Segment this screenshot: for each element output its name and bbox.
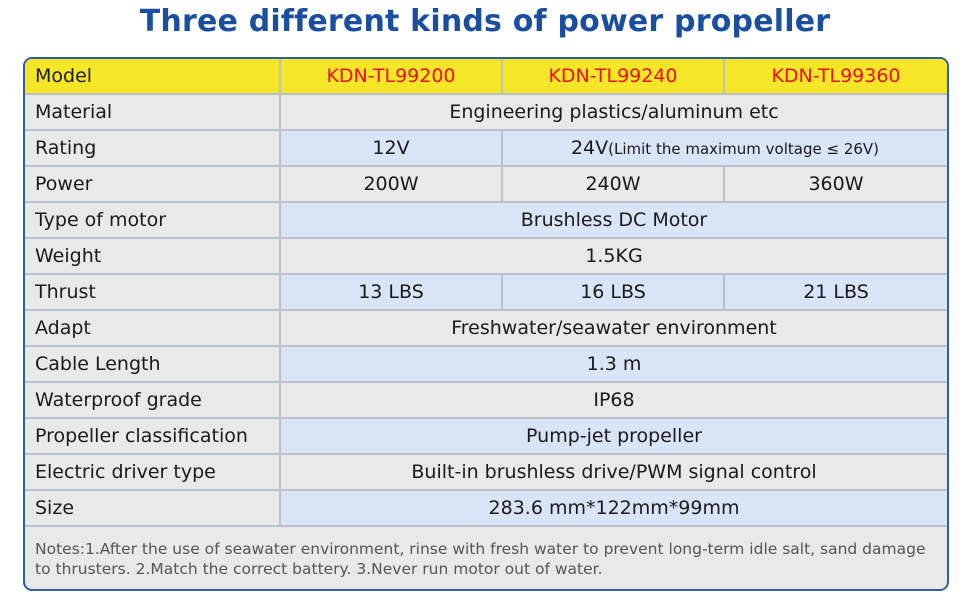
row-label: Waterproof grade [25,381,281,419]
rating-value: 24V [570,137,609,159]
model-cell: KDN-TL99240 [501,59,725,95]
row-value: 1.3 m [279,345,947,383]
row-value: 1.5KG [279,237,947,275]
model-cell: KDN-TL99200 [279,59,503,95]
row-value: 12V [279,129,503,167]
table-row-power: Power 200W 240W 360W [25,165,947,203]
table-row-adapt: Adapt Freshwater/seawater environment [25,309,947,347]
table-row-propeller: Propeller classification Pump-jet propel… [25,417,947,455]
table-row-model: Model KDN-TL99200 KDN-TL99240 KDN-TL9936… [25,59,947,95]
row-label: Power [25,165,281,203]
row-label: Rating [25,129,281,167]
row-value: 21 LBS [723,273,947,311]
row-value: 16 LBS [501,273,725,311]
row-label: Weight [25,237,281,275]
model-cell: KDN-TL99360 [723,59,947,95]
row-value: 240W [501,165,725,203]
row-label: Adapt [25,309,281,347]
table-row-rating: Rating 12V 24V(Limit the maximum voltage… [25,129,947,167]
table-row-size: Size 283.6 mm*122mm*99mm [25,489,947,527]
rating-limit-note: (Limit the maximum voltage ≤ 26V) [608,140,880,158]
table-row-waterproof: Waterproof grade IP68 [25,381,947,419]
row-value: Freshwater/seawater environment [279,309,947,347]
table-row-material: Material Engineering plastics/aluminum e… [25,93,947,131]
row-value: 24V(Limit the maximum voltage ≤ 26V) [501,129,947,167]
row-value: Built-in brushless drive/PWM signal cont… [279,453,947,491]
row-value: 200W [279,165,503,203]
spec-table-frame: Model KDN-TL99200 KDN-TL99240 KDN-TL9936… [23,57,949,591]
row-value: IP68 [279,381,947,419]
row-value: 360W [723,165,947,203]
table-row-motor: Type of motor Brushless DC Motor [25,201,947,239]
row-value: Engineering plastics/aluminum etc [279,93,947,131]
table-row-weight: Weight 1.5KG [25,237,947,275]
table-row-cable: Cable Length 1.3 m [25,345,947,383]
table-row-driver: Electric driver type Built-in brushless … [25,453,947,491]
table-row-thrust: Thrust 13 LBS 16 LBS 21 LBS [25,273,947,311]
row-label: Material [25,93,281,131]
row-label: Electric driver type [25,453,281,491]
row-label: Model [25,59,281,95]
row-value: Brushless DC Motor [279,201,947,239]
spec-table: Model KDN-TL99200 KDN-TL99240 KDN-TL9936… [25,59,947,527]
page-title: Three different kinds of power propeller [139,4,831,39]
notes-text: Notes:1.After the use of seawater enviro… [35,540,926,578]
row-label: Type of motor [25,201,281,239]
row-label: Propeller classification [25,417,281,455]
row-label: Size [25,489,281,527]
row-value: 13 LBS [279,273,503,311]
row-value: 283.6 mm*122mm*99mm [279,489,947,527]
row-label: Cable Length [25,345,281,383]
row-label: Thrust [25,273,281,311]
row-value: Pump-jet propeller [279,417,947,455]
